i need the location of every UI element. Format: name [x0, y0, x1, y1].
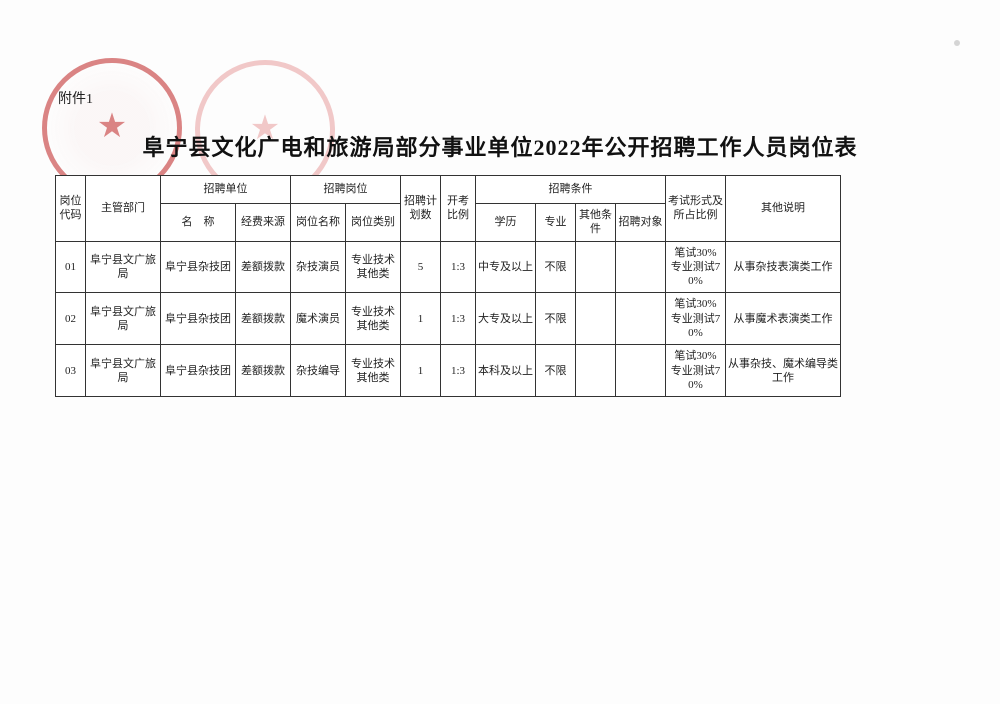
- col-req-edu: 学历: [476, 204, 536, 242]
- cell-post_cat: 专业技术其他类: [346, 345, 401, 397]
- cell-req_major: 不限: [536, 241, 576, 293]
- col-req-target: 招聘对象: [616, 204, 666, 242]
- cell-unit_name: 阜宁县杂技团: [161, 345, 236, 397]
- cell-code: 02: [56, 293, 86, 345]
- cell-plan: 1: [401, 293, 441, 345]
- col-ratio: 开考比例: [441, 176, 476, 242]
- col-req-other: 其他条件: [576, 204, 616, 242]
- cell-dept: 阜宁县文广旅局: [86, 345, 161, 397]
- col-exam: 考试形式及所占比例: [666, 176, 726, 242]
- cell-unit_fund: 差额拨款: [236, 293, 291, 345]
- col-plan: 招聘计划数: [401, 176, 441, 242]
- cell-post_cat: 专业技术其他类: [346, 293, 401, 345]
- table-row: 03阜宁县文广旅局阜宁县杂技团差额拨款杂技编导专业技术其他类11:3本科及以上不…: [56, 345, 841, 397]
- col-dept: 主管部门: [86, 176, 161, 242]
- cell-exam: 笔试30% 专业测试70%: [666, 345, 726, 397]
- cell-req_other: [576, 293, 616, 345]
- cell-ratio: 1:3: [441, 293, 476, 345]
- cell-code: 03: [56, 345, 86, 397]
- cell-req_major: 不限: [536, 293, 576, 345]
- col-unit-fund: 经费来源: [236, 204, 291, 242]
- attachment-label: 附件1: [58, 88, 93, 108]
- cell-req_other: [576, 241, 616, 293]
- cell-post_name: 魔术演员: [291, 293, 346, 345]
- cell-req_target: [616, 241, 666, 293]
- cell-unit_fund: 差额拨款: [236, 241, 291, 293]
- cell-dept: 阜宁县文广旅局: [86, 241, 161, 293]
- cell-dept: 阜宁县文广旅局: [86, 293, 161, 345]
- cell-unit_name: 阜宁县杂技团: [161, 293, 236, 345]
- cell-plan: 1: [401, 345, 441, 397]
- col-post-name: 岗位名称: [291, 204, 346, 242]
- cell-ratio: 1:3: [441, 241, 476, 293]
- cell-post_cat: 专业技术其他类: [346, 241, 401, 293]
- cell-exam: 笔试30% 专业测试70%: [666, 241, 726, 293]
- cell-req_edu: 本科及以上: [476, 345, 536, 397]
- cell-unit_fund: 差额拨款: [236, 345, 291, 397]
- table-row: 02阜宁县文广旅局阜宁县杂技团差额拨款魔术演员专业技术其他类11:3大专及以上不…: [56, 293, 841, 345]
- col-unit-name: 名 称: [161, 204, 236, 242]
- col-unit-group: 招聘单位: [161, 176, 291, 204]
- cell-notes: 从事杂技表演类工作: [726, 241, 841, 293]
- col-code: 岗位代码: [56, 176, 86, 242]
- col-req-group: 招聘条件: [476, 176, 666, 204]
- col-post-cat: 岗位类别: [346, 204, 401, 242]
- cell-post_name: 杂技编导: [291, 345, 346, 397]
- cell-unit_name: 阜宁县杂技团: [161, 241, 236, 293]
- cell-req_target: [616, 293, 666, 345]
- cell-exam: 笔试30% 专业测试70%: [666, 293, 726, 345]
- cell-plan: 5: [401, 241, 441, 293]
- header-row-1: 岗位代码 主管部门 招聘单位 招聘岗位 招聘计划数 开考比例 招聘条件 考试形式…: [56, 176, 841, 204]
- cell-ratio: 1:3: [441, 345, 476, 397]
- page: 附件1 阜宁县文化广电和旅游局部分事业单位2022年公开招聘工作人员岗位表 岗位…: [0, 0, 1000, 704]
- cell-notes: 从事魔术表演类工作: [726, 293, 841, 345]
- cell-code: 01: [56, 241, 86, 293]
- page-title: 阜宁县文化广电和旅游局部分事业单位2022年公开招聘工作人员岗位表: [0, 130, 1000, 162]
- table-row: 01阜宁县文广旅局阜宁县杂技团差额拨款杂技演员专业技术其他类51:3中专及以上不…: [56, 241, 841, 293]
- cell-req_edu: 大专及以上: [476, 293, 536, 345]
- job-table: 岗位代码 主管部门 招聘单位 招聘岗位 招聘计划数 开考比例 招聘条件 考试形式…: [55, 175, 841, 397]
- col-notes: 其他说明: [726, 176, 841, 242]
- cell-req_major: 不限: [536, 345, 576, 397]
- col-req-major: 专业: [536, 204, 576, 242]
- cell-req_other: [576, 345, 616, 397]
- cell-req_target: [616, 345, 666, 397]
- cell-post_name: 杂技演员: [291, 241, 346, 293]
- cell-req_edu: 中专及以上: [476, 241, 536, 293]
- col-post-group: 招聘岗位: [291, 176, 401, 204]
- cell-notes: 从事杂技、魔术编导类工作: [726, 345, 841, 397]
- scan-artifact: [954, 40, 960, 46]
